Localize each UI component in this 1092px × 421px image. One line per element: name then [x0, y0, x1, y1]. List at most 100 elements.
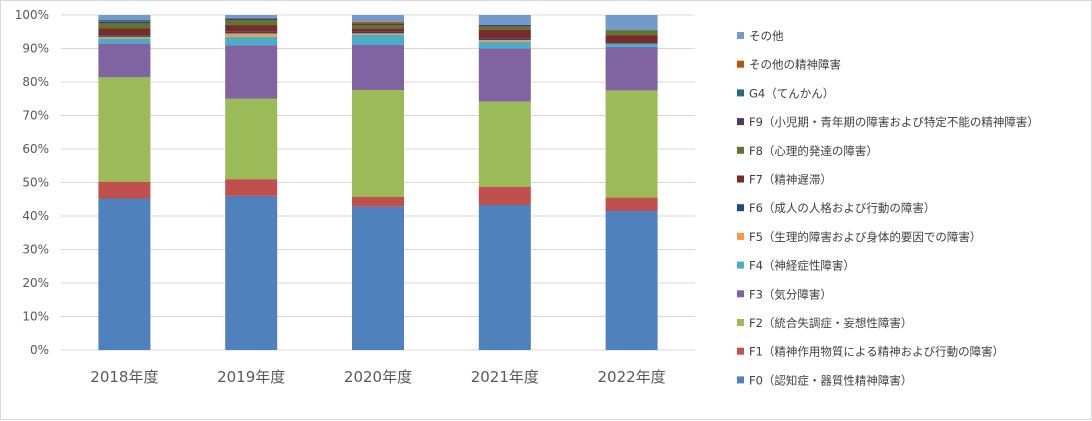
- legend-label: G4（てんかん）: [749, 86, 834, 100]
- legend-label: F4（神経症性障害）: [749, 259, 855, 273]
- bar-segment: [98, 15, 151, 21]
- bar-segment: [98, 77, 151, 182]
- y-tick-label: 0%: [30, 343, 49, 357]
- y-tick-label: 60%: [22, 142, 49, 156]
- bar-segment: [352, 90, 404, 197]
- bar-segment: [478, 40, 531, 42]
- bar-segment: [478, 26, 531, 30]
- bar-segment: [98, 35, 151, 37]
- bar-segment: [478, 30, 531, 39]
- bar-segment: [605, 15, 658, 31]
- bar-segment: [98, 198, 151, 350]
- y-tick-label: 20%: [22, 276, 49, 290]
- bar-segment: [478, 38, 531, 40]
- bar-segment: [98, 43, 151, 78]
- bar-segment: [352, 21, 404, 24]
- bars: [98, 15, 658, 350]
- x-tick-label: 2021年度: [471, 368, 539, 386]
- y-tick-label: 80%: [22, 75, 49, 89]
- y-tick-label: 100%: [15, 8, 49, 22]
- bar-segment: [352, 23, 404, 25]
- bar-segment: [225, 45, 278, 99]
- legend-swatch: [737, 376, 744, 384]
- legend-label: その他の精神障害: [749, 58, 841, 72]
- bar-segment: [98, 36, 151, 39]
- bar-segment: [352, 33, 404, 35]
- legend-swatch: [737, 290, 744, 298]
- bar-segment: [98, 38, 151, 44]
- legend-swatch: [737, 89, 744, 97]
- bar-segment: [225, 18, 278, 21]
- legend-swatch: [737, 32, 744, 39]
- bar-segment: [225, 195, 278, 350]
- legend-label: F0（認知症・器質性精神障害）: [749, 373, 912, 387]
- bar-segment: [605, 30, 658, 36]
- y-tick-label: 30%: [22, 243, 49, 257]
- bar-segment: [605, 35, 658, 44]
- y-tick-label: 40%: [22, 209, 49, 223]
- bar-segment: [225, 31, 278, 34]
- legend: F0（認知症・器質性精神障害） F1（精神作用物質による精神および行動の障害） F2…: [737, 29, 1039, 387]
- bar-segment: [478, 205, 531, 350]
- legend-swatch: [737, 204, 744, 212]
- bar-segment: [98, 23, 151, 29]
- bar-segment: [478, 15, 531, 25]
- legend-swatch: [737, 146, 744, 154]
- bar-segment: [352, 28, 404, 32]
- legend-label: その他: [749, 29, 784, 43]
- x-tick-label: 2019年度: [217, 368, 285, 386]
- legend-swatch: [737, 261, 744, 269]
- legend-label: F2（統合失調症・妄想性障害）: [749, 316, 912, 330]
- legend-swatch: [737, 118, 744, 126]
- legend-label: F5（生理的障害および身体的要因での障害）: [749, 230, 981, 244]
- bar-segment: [98, 21, 151, 24]
- legend-label: F1（精神作用物質による精神および行動の障害）: [749, 345, 1004, 359]
- bar-segment: [605, 90, 658, 198]
- bar-segment: [352, 25, 404, 29]
- x-tick-label: 2022年度: [598, 368, 666, 386]
- legend-swatch: [737, 175, 744, 183]
- bar-segment: [478, 101, 531, 187]
- legend-swatch: [737, 319, 744, 326]
- bar-segment: [352, 31, 404, 34]
- bar-segment: [605, 43, 658, 47]
- bar-segment: [352, 45, 404, 90]
- x-tick-label: 2018年度: [90, 368, 158, 386]
- legend-label: F8（心理的発達の障害）: [749, 144, 878, 158]
- bar-segment: [98, 28, 151, 36]
- legend-label: F6（成人の人格および行動の障害）: [749, 201, 935, 215]
- bar-segment: [605, 197, 658, 211]
- bar-segment: [352, 196, 404, 207]
- bar-segment: [352, 15, 404, 22]
- bar-segment: [225, 25, 278, 32]
- bar-segment: [225, 179, 278, 196]
- bar-segment: [478, 48, 531, 102]
- bar-segment: [352, 35, 404, 45]
- bar-segment: [478, 25, 531, 27]
- bar-segment: [225, 20, 278, 26]
- bar-segment: [225, 98, 278, 180]
- y-tick-label: 50%: [22, 176, 49, 190]
- y-tick-label: 70%: [22, 109, 49, 123]
- y-tick-label: 90%: [22, 42, 49, 56]
- bar-segment: [352, 206, 404, 350]
- legend-swatch: [737, 60, 744, 68]
- legend-label: F7（精神遅滞）: [749, 173, 832, 187]
- bar-segment: [225, 36, 278, 46]
- bar-segment: [605, 210, 658, 350]
- bar-segment: [478, 186, 531, 205]
- bar-segment: [98, 20, 151, 22]
- bar-segment: [225, 15, 278, 19]
- bar-segment: [478, 41, 531, 49]
- bar-segment: [98, 181, 151, 199]
- x-tick-label: 2020年度: [344, 368, 412, 386]
- bar-segment: [225, 33, 278, 37]
- legend-label: F3（気分障害）: [749, 287, 832, 301]
- legend-swatch: [737, 347, 744, 355]
- y-tick-label: 10%: [22, 310, 49, 324]
- legend-label: F9（小児期・青年期の障害および特定不能の精神障害）: [749, 115, 1039, 129]
- legend-swatch: [737, 232, 744, 240]
- bar-segment: [605, 46, 658, 91]
